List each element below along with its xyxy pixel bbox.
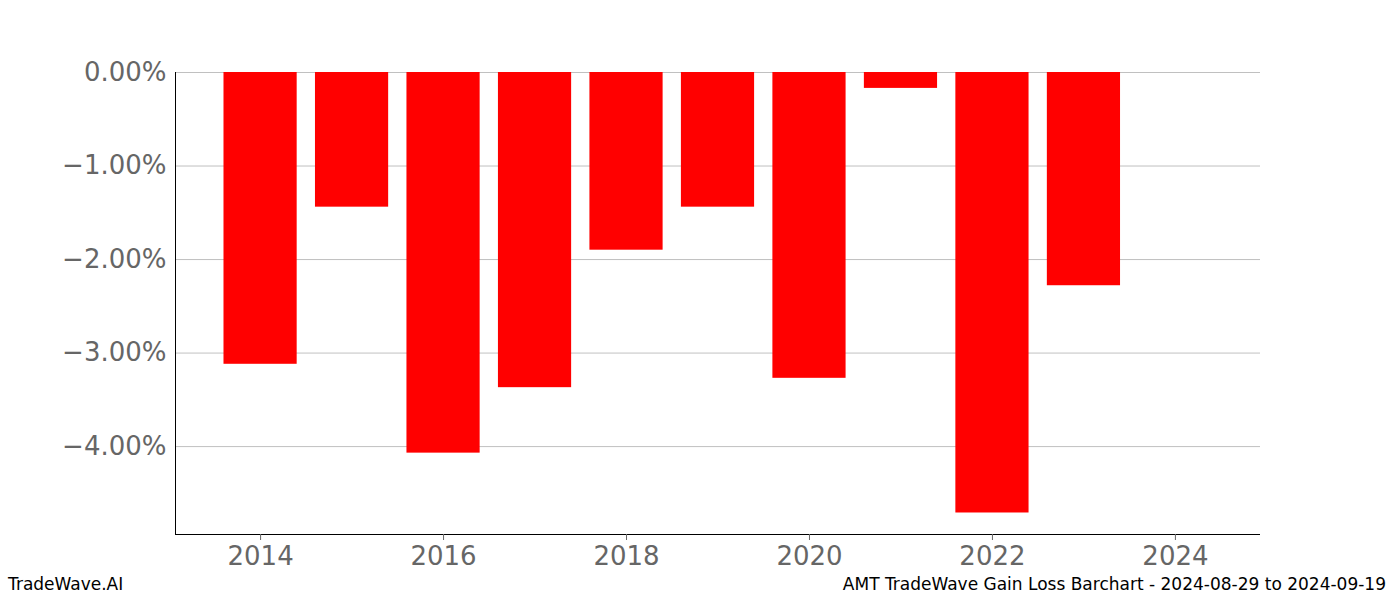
- svg-text:−4.00%: −4.00%: [62, 431, 166, 461]
- svg-text:2016: 2016: [410, 541, 476, 570]
- svg-text:−3.00%: −3.00%: [62, 337, 166, 367]
- html-text:AMT TradeWave Gain Loss Barcha: AMT TradeWave Gain Loss Barchart - 2024-…: [842, 574, 1386, 594]
- svg-text:0.00%: 0.00%: [84, 57, 167, 87]
- svg-text:2014: 2014: [227, 541, 293, 570]
- html-text:TradeWave.AI: TradeWave.AI: [8, 574, 124, 594]
- svg-text:2018: 2018: [593, 541, 659, 570]
- svg-text:−1.00%: −1.00%: [62, 150, 166, 180]
- svg-text:−2.00%: −2.00%: [62, 244, 166, 274]
- svg-text:2024: 2024: [1142, 541, 1208, 570]
- svg-text:2020: 2020: [776, 541, 842, 570]
- svg-text:2022: 2022: [959, 541, 1025, 570]
